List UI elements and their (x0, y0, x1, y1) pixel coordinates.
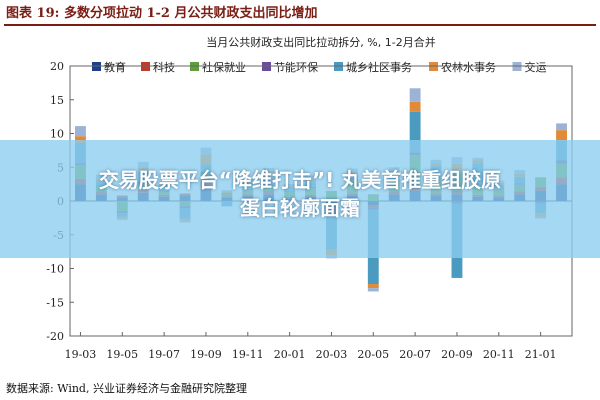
headline-line-1: 交易股票平台“降维打击”! 丸美首推重组胶原 (98, 168, 502, 192)
news-headline[interactable]: 交易股票平台“降维打击”! 丸美首推重组胶原 蛋白轮廓面霜 (0, 166, 600, 222)
x-tick-label: 19-05 (106, 348, 138, 361)
bar-segment (367, 284, 379, 289)
bar-segment (75, 126, 86, 137)
bar-segment (75, 136, 86, 143)
x-tick-label: 19-11 (232, 348, 264, 361)
x-tick-label: 19-07 (148, 348, 180, 361)
x-tick-label: 20-01 (274, 348, 306, 361)
legend-label: 交运 (525, 60, 547, 74)
y-tick-label: -15 (46, 296, 64, 309)
bar-segment (409, 111, 421, 153)
data-source-note: 数据来源: Wind, 兴业证券经济与金融研究院整理 (6, 382, 247, 395)
legend-label: 农林水事务 (441, 60, 496, 74)
x-tick-label: 20-11 (483, 348, 515, 361)
legend-label: 节能环保 (274, 60, 318, 74)
title-rule (4, 24, 596, 26)
x-tick-label: 20-09 (441, 348, 473, 361)
bar-segment (367, 288, 379, 292)
y-tick-label: 15 (50, 94, 64, 107)
x-tick-label: 21-01 (525, 348, 557, 361)
x-tick-label: 20-03 (316, 348, 348, 361)
bar-segment (409, 101, 421, 112)
legend-label: 科技 (153, 60, 175, 74)
x-tick-label: 19-09 (190, 348, 222, 361)
headline-line-2: 蛋白轮廓面霜 (240, 196, 360, 220)
news-overlay-banner[interactable] (0, 140, 600, 258)
y-tick-label: 10 (50, 128, 64, 141)
bar-segment (556, 130, 567, 141)
legend-label: 社保就业 (202, 60, 246, 74)
legend-label: 城乡社区事务 (346, 60, 412, 74)
y-tick-label: 20 (50, 60, 64, 73)
bar-segment (556, 123, 567, 131)
y-tick-label: -20 (46, 330, 64, 343)
chart-title: 当月公共财政支出同比拉动拆分, %, 1-2月合并 (206, 35, 435, 49)
figure-title: 图表 19: 多数分项拉动 1-2 月公共财政支出同比增加 (6, 6, 318, 21)
x-tick-label: 20-05 (357, 348, 389, 361)
x-tick-label: 19-03 (65, 348, 97, 361)
x-tick-label: 20-07 (399, 348, 431, 361)
y-tick-label: -10 (46, 263, 64, 276)
legend-label: 教育 (104, 60, 126, 74)
bar-segment (409, 88, 421, 102)
